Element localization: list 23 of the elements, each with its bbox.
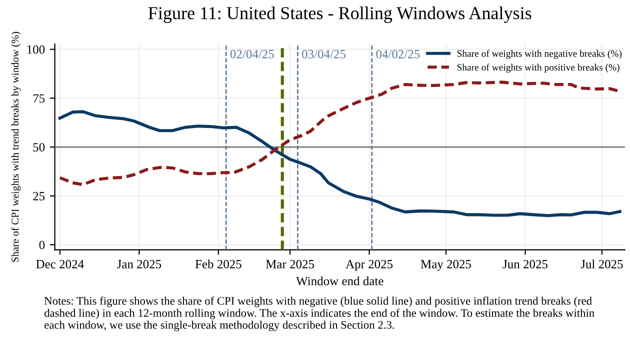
x-tick-label: Jul 2025 <box>580 260 623 268</box>
x-tick-label: Dec 2024 <box>36 260 84 268</box>
x-tick-label: Jun 2025 <box>502 260 548 268</box>
x-tick-label: May 2025 <box>420 260 472 271</box>
x-tick-label: Feb 2025 <box>195 260 242 268</box>
y-tick-label: 50 <box>33 143 45 152</box>
y-tick-label: 75 <box>33 94 45 103</box>
y-tick-label: 100 <box>27 45 45 54</box>
x-tick-label: Jan 2025 <box>117 260 162 268</box>
ref-line-label: 02/04/25 <box>230 50 274 58</box>
y-tick-label: 25 <box>33 192 45 200</box>
ref-line-label: 03/04/25 <box>302 50 346 58</box>
x-tick-label: Apr 2025 <box>346 260 393 271</box>
y-axis-title: Share of CPI weights with trend breaks by window (%) <box>11 32 21 262</box>
ref-line-label: 04/02/25 <box>376 50 420 58</box>
line-series <box>58 110 622 218</box>
x-axis-title: Window end date <box>296 276 384 286</box>
x-tick-label: Mar 2025 <box>266 260 314 268</box>
legend-label: Share of weights with negative breaks (%) <box>457 50 622 59</box>
text: Notes: This figure shows the share of CPI weights with negative (blue solid line) and positive inflation trend breaks (red dashed line) in each 12-month rolling window. The x-axis indicates the end of the window. To estimate the breaks within each window, we use the single-break methodology described in Section 2.3. <box>44 296 594 332</box>
legend-label: Share of weights with positive breaks (%) <box>457 64 620 73</box>
y-tick-label: 0 <box>39 240 45 250</box>
chart-title: Figure 11: United States - Rolling Windows Analysis <box>148 6 532 23</box>
